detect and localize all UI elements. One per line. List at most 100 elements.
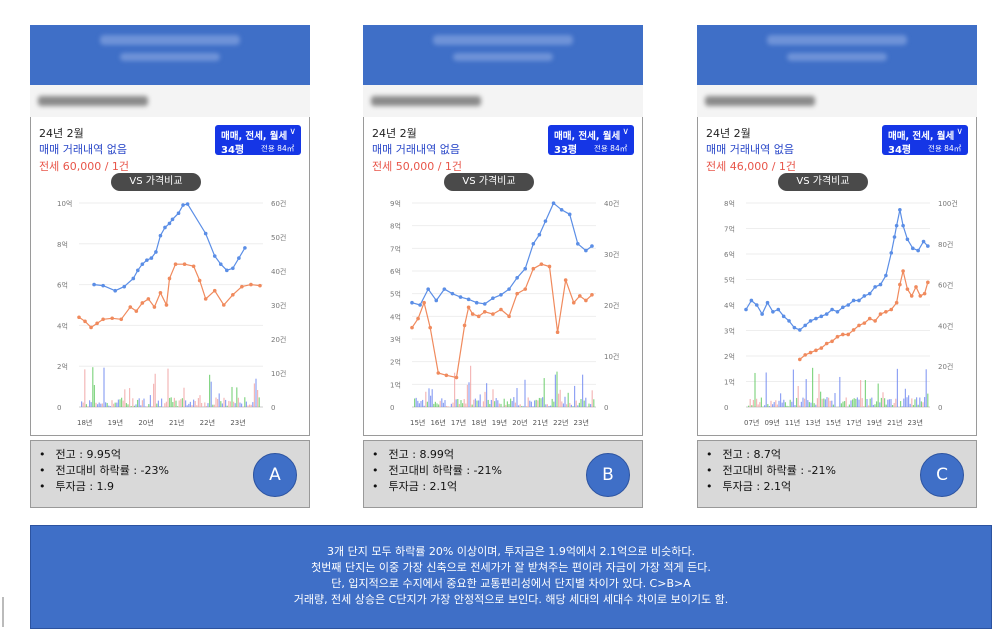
volume-bar [821, 398, 823, 407]
volume-bar [844, 401, 846, 407]
sale-point [878, 282, 883, 287]
summary-line: 첫번째 단지는 이중 가장 신축으로 전세가가 잘 받쳐주는 편이라 자금이 가… [311, 561, 711, 574]
volume-bar [759, 402, 761, 407]
volume-bar [133, 405, 135, 407]
jeonse-point [835, 334, 840, 339]
type-select-button[interactable]: 매매, 전세, 월세 ∨ 34평 전용 84㎡ [882, 125, 968, 156]
volume-bar [772, 404, 774, 407]
volume-bar [497, 400, 499, 407]
info-investment: 투자금 : 2.1억 [706, 479, 836, 495]
volume-bar [534, 400, 536, 407]
volume-bar [880, 397, 882, 407]
type-label: 매매, 전세, 월세 [221, 131, 288, 142]
volume-bar [207, 403, 209, 407]
jeonse-point [515, 291, 519, 296]
sale-point [491, 296, 495, 300]
volume-bar [554, 374, 556, 407]
volume-bar [117, 399, 119, 407]
x-tick-label: 19년 [492, 418, 507, 427]
volume-bar [808, 402, 810, 407]
vs-compare-button[interactable]: VS 가격비교 [778, 173, 868, 191]
volume-bar [824, 399, 826, 407]
volume-bar [223, 397, 225, 407]
date-label: 24년 2월 [706, 127, 751, 140]
volume-bar [205, 405, 207, 407]
volume-bar [252, 402, 254, 407]
volume-bar [105, 402, 107, 407]
sale-point [792, 325, 797, 330]
volume-bar [513, 397, 515, 407]
sale-point [584, 248, 588, 253]
volume-bar [832, 404, 834, 407]
volume-bar [465, 403, 467, 407]
volume-bar [786, 405, 788, 407]
volume-bar [426, 401, 428, 407]
volume-bar [575, 400, 577, 407]
x-tick-label: 18년 [471, 418, 486, 427]
jeonse-point [152, 305, 157, 309]
volume-bar [484, 391, 486, 407]
y-right-tick-label: 40건 [604, 199, 619, 208]
volume-bar [770, 400, 772, 407]
x-tick-label: 15년 [410, 418, 425, 427]
volume-bar [97, 404, 99, 407]
volume-bar [553, 401, 555, 407]
volume-bar [778, 400, 780, 407]
type-select-button[interactable]: 매매, 전세, 월세 ∨ 33평 전용 84㎡ [548, 125, 634, 156]
volume-bar [788, 406, 790, 407]
vs-compare-button[interactable]: VS 가격비교 [444, 173, 534, 191]
header-bar [697, 25, 977, 85]
volume-bar [188, 403, 190, 407]
y-left-tick-label: 1억 [390, 381, 401, 389]
volume-bar [829, 400, 831, 407]
volume-bar [924, 397, 926, 407]
volume-bar [231, 386, 233, 407]
sale-point [744, 307, 748, 312]
volume-bar [546, 404, 548, 407]
volume-bar [236, 387, 238, 407]
jeonse-point [482, 310, 487, 314]
volume-bar [831, 400, 833, 407]
jeonse-point [101, 317, 105, 322]
sale-point [873, 285, 877, 289]
jeonse-point [555, 330, 560, 334]
jeonse-point [128, 305, 133, 309]
volume-bar [194, 401, 196, 407]
jeonse-point [203, 297, 208, 301]
volume-bar [591, 390, 593, 407]
type-select-button[interactable]: 매매, 전세, 월세 ∨ 34평 전용 84㎡ [215, 125, 301, 156]
sale-point [765, 300, 770, 305]
jeonse-point [164, 303, 169, 307]
volume-bar [904, 388, 906, 407]
volume-bar [535, 399, 537, 407]
sale-point [163, 225, 167, 230]
volume-bar [872, 404, 874, 407]
volume-bar [510, 398, 512, 407]
volume-bar [775, 400, 777, 407]
sale-point [576, 242, 580, 246]
sale-point [181, 203, 185, 207]
sale-point [140, 262, 145, 266]
jeonse-point [491, 312, 495, 316]
volume-bar [498, 403, 500, 407]
summary-box: 3개 단지 모두 하락률 20% 이상이며, 투자금은 1.9억에서 2.1억으… [30, 525, 992, 629]
info-drop-rate: 전고대비 하락률 : -23% [39, 463, 169, 479]
volume-bar [415, 397, 417, 407]
volume-bar [458, 403, 460, 407]
chevron-down-icon: ∨ [622, 127, 629, 137]
jeonse-point [436, 371, 441, 375]
volume-bar [892, 405, 894, 407]
volume-bar [100, 403, 102, 407]
volume-bar [804, 398, 806, 407]
volume-bar [590, 404, 592, 407]
jeonse-point [584, 298, 588, 303]
sale-point [862, 294, 867, 298]
blurred-subtitle [787, 53, 887, 61]
info-list: 전고 : 9.95억 전고대비 하락률 : -23% 투자금 : 1.9 [39, 447, 169, 495]
volume-bar [191, 405, 193, 407]
y-left-tick-label: 7억 [390, 245, 401, 253]
y-right-tick-label: 0 [604, 404, 608, 412]
vs-compare-button[interactable]: VS 가격비교 [111, 173, 201, 191]
volume-bar [478, 400, 480, 407]
volume-bar [111, 400, 113, 407]
